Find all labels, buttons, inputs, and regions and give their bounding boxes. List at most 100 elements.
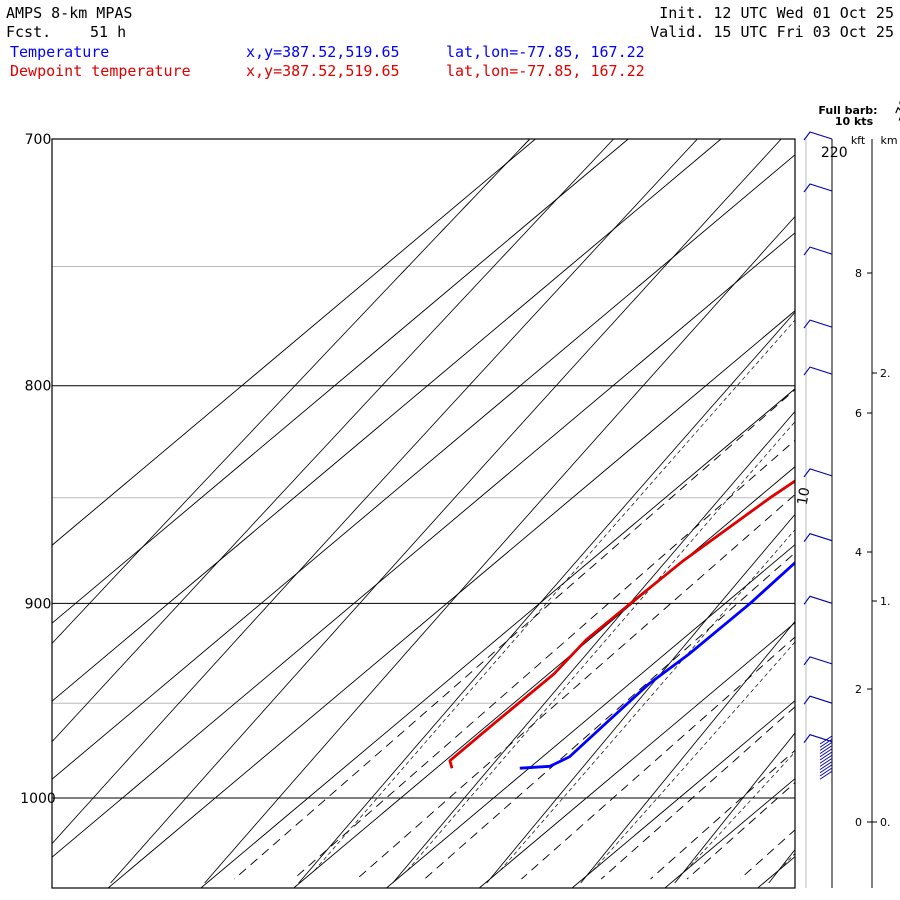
- pressure-label-1000: 1000: [20, 791, 56, 807]
- isotherm-label-0: -70: [891, 97, 900, 124]
- pressure-axis: 700 800 900 1000: [20, 132, 56, 807]
- kft-label-4: 4: [855, 546, 862, 559]
- isotherm--10: [571, 700, 795, 888]
- wind-barb-3-shaft: [803, 319, 833, 329]
- wind-barb-0: [803, 131, 833, 141]
- fcst-value: 51 h: [90, 23, 126, 41]
- isotherm--20: [479, 622, 795, 888]
- wind-barb-low-0: [819, 735, 833, 745]
- isotherm-0: [664, 778, 795, 888]
- mixing-ratio-line-3: [424, 552, 795, 880]
- wind-barb-4: [803, 366, 833, 376]
- barb-legend-line2: 10 kts: [835, 115, 874, 128]
- isotherm--90: [52, 139, 722, 702]
- moist-adiabat--40: [314, 319, 795, 871]
- wind-barb-1-shaft: [803, 183, 833, 193]
- mixing-ratio-line-5: [600, 706, 795, 880]
- init-time: Init. 12 UTC Wed 01 Oct 25: [659, 4, 894, 22]
- dry-adiabat-230: [298, 311, 795, 884]
- moist-adiabat-0: [685, 751, 795, 871]
- legend-temperature-xy: x,y=387.52,519.65: [246, 43, 400, 61]
- wind-barb-5-shaft: [803, 468, 833, 478]
- wind-barb-low-8: [819, 761, 833, 770]
- fcst-label: Fcst.: [6, 23, 51, 41]
- wind-barb-low-9: [819, 764, 833, 774]
- dry-adiabat-180: [52, 139, 531, 645]
- wind-barb-6: [803, 533, 833, 543]
- pressure-label-900: 900: [25, 596, 52, 612]
- dry-adiabat-260: [580, 620, 795, 884]
- dry-adiabat-200: [52, 139, 698, 845]
- isotherm--70: [52, 232, 795, 858]
- mixing-ratio-line-0: [234, 389, 795, 880]
- wind-barb-3: [803, 319, 833, 329]
- kft-label-0: 0: [855, 816, 862, 829]
- isotherm--100: [52, 139, 629, 624]
- moist-adiabat--30: [407, 421, 795, 871]
- sounding-series: [448, 479, 795, 770]
- km-label: km: [880, 134, 897, 147]
- legend-temperature-name: Temperature: [10, 43, 109, 61]
- wind-barb-low-6: [819, 754, 833, 764]
- wind-barb-low-3: [819, 745, 833, 754]
- dry-adiabat-250: [486, 513, 795, 884]
- dry-adiabat-270: [674, 732, 795, 884]
- isotherm--30: [386, 544, 795, 888]
- moist-adiabat--10: [592, 641, 795, 871]
- isotherm--40: [293, 466, 795, 888]
- wind-barb-2-shaft: [803, 246, 833, 256]
- kft-label: kft: [851, 134, 866, 147]
- wind-barb-low-2: [819, 742, 833, 751]
- barb-legend-line1: Full barb:: [818, 104, 877, 117]
- isotherm-20: [851, 139, 900, 888]
- isotherm-10: [757, 856, 795, 888]
- km-label-1: 1.: [880, 595, 891, 608]
- valid-time: Valid. 15 UTC Fri 03 Oct 25: [650, 23, 894, 41]
- kft-label-6: 6: [855, 407, 862, 420]
- legend-dewpoint-xy: x,y=387.52,519.65: [246, 62, 400, 80]
- isotherm--60: [107, 310, 795, 888]
- wind-barb-7: [803, 595, 833, 605]
- dry-adiabat-190: [52, 139, 614, 743]
- wind-barb-8: [803, 656, 833, 666]
- wind-barbs: [803, 131, 833, 888]
- mixing-ratio-line-4: [521, 636, 795, 880]
- wind-barb-low-4: [819, 748, 833, 758]
- wind-barb-low-1: [819, 738, 833, 748]
- background-grid: [52, 139, 900, 888]
- wind-barb-8-shaft: [803, 656, 833, 666]
- wind-barb-low-11: [819, 770, 833, 780]
- mixing-ratio-line-6: [650, 749, 795, 880]
- legend-dewpoint-name: Dewpoint temperature: [10, 62, 191, 80]
- wind-barb-low-10: [819, 767, 833, 777]
- wind-barb-7-shaft: [803, 595, 833, 605]
- wind-barb-9-shaft: [803, 695, 833, 705]
- wind-barb-5: [803, 468, 833, 478]
- isotherm--110: [52, 139, 536, 546]
- moist-adiabat--20: [499, 529, 795, 871]
- pressure-label-700: 700: [25, 132, 52, 148]
- mixing-ratio-line-2: [356, 493, 795, 880]
- moist-adiabat-20: [871, 139, 900, 871]
- wind-barb-4-shaft: [803, 366, 833, 376]
- isotherm--80: [52, 154, 795, 780]
- dry-adiabat-240: [392, 410, 795, 884]
- kft-label-8: 8: [855, 267, 862, 280]
- legend-temperature-latlon: lat,lon=-77.85, 167.22: [446, 43, 645, 61]
- dry-adiabat-290: [863, 139, 900, 883]
- wind-barb-0-shaft: [803, 131, 833, 141]
- dry-adiabat-210: [110, 139, 782, 884]
- model-title: AMPS 8-km MPAS: [6, 4, 132, 22]
- dry-adiabat-220: [204, 215, 795, 884]
- wind-barb-low-5: [819, 751, 833, 761]
- moist-adiabat-label: 10: [795, 486, 814, 506]
- wind-barb-1: [803, 183, 833, 193]
- grid-labels: -70-60-50-40-30-20-100220230240250260270…: [795, 97, 900, 507]
- wind-barb-10-shaft: [803, 734, 833, 744]
- pressure-label-800: 800: [25, 379, 52, 395]
- dewpoint-line: [448, 479, 795, 769]
- dry-adiabat-label-0: 220: [821, 145, 848, 161]
- legend-dewpoint-latlon: lat,lon=-77.85, 167.22: [446, 62, 645, 80]
- wind-barb-low-7: [819, 758, 833, 767]
